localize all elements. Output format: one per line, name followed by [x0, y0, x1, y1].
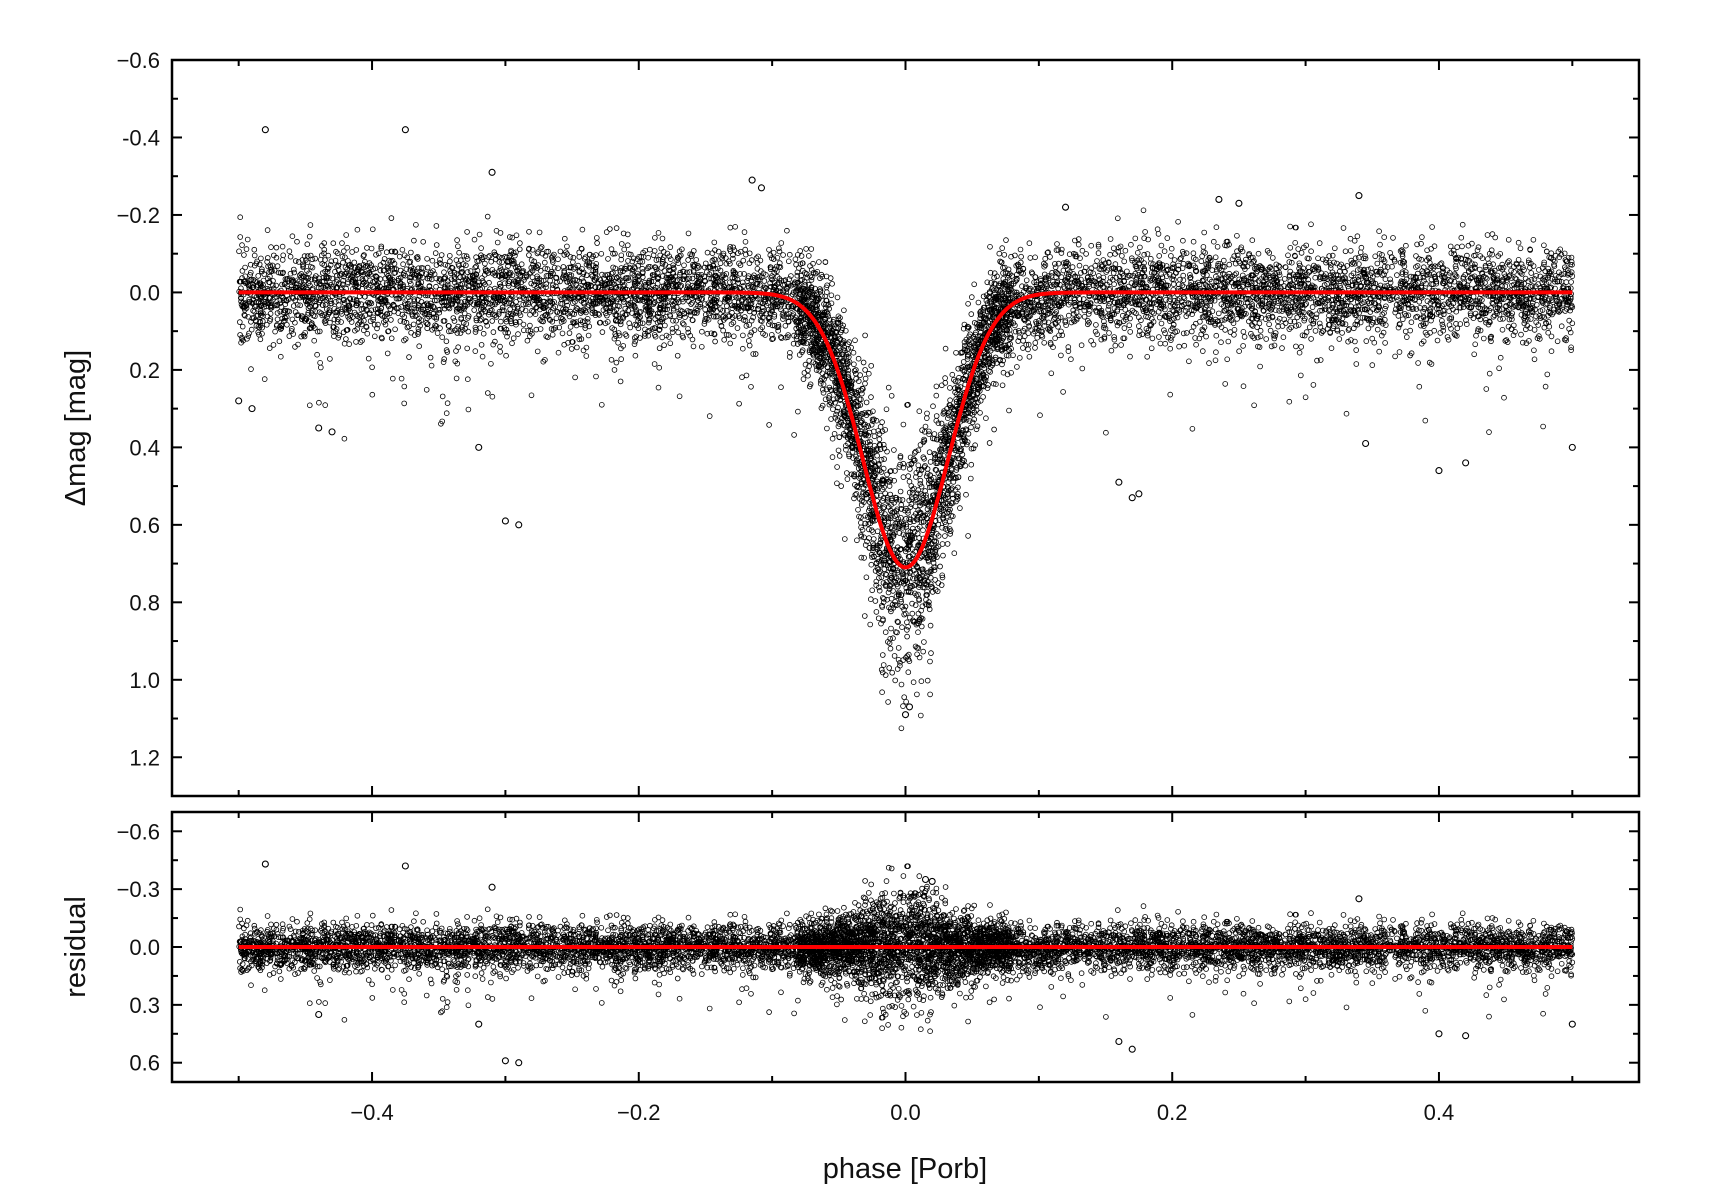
- light-curve-outlier: [1061, 203, 1070, 211]
- y-tick-label: −0.6: [117, 48, 160, 73]
- y-tick-label: −0.3: [117, 877, 160, 902]
- residual-ticks: [172, 812, 1639, 1082]
- residual-outlier: [401, 862, 409, 870]
- residual-scatter: [236, 860, 1576, 1067]
- residual-y-axis-title: residual: [60, 896, 92, 998]
- x-tick-label: −0.4: [350, 1100, 393, 1125]
- residual-outlier: [488, 883, 496, 891]
- residual-outlier: [315, 1010, 323, 1019]
- residual-outlier: [1435, 1030, 1443, 1038]
- y-tick-label: 0.8: [129, 590, 160, 615]
- residual-outlier: [501, 1057, 509, 1065]
- residual-outlier: [1462, 1032, 1470, 1040]
- light-curve-outlier: [1568, 443, 1576, 451]
- residual-outlier: [928, 877, 936, 885]
- y-tick-label: 0.6: [129, 513, 160, 538]
- light-curve-outlier: [328, 428, 336, 436]
- light-curve-outlier: [401, 126, 409, 134]
- residual-outlier: [1128, 1045, 1136, 1053]
- light-curve-outlier: [248, 405, 256, 413]
- light-curve-ticks: [172, 59, 1639, 796]
- light-curve-outlier: [1135, 490, 1143, 498]
- y-tick-label: 0.0: [129, 935, 160, 960]
- light-curve-outlier: [515, 521, 523, 529]
- light-curve-outlier: [901, 711, 910, 719]
- x-tick-label: 0.2: [1157, 1100, 1188, 1125]
- y-tick-label: 0.4: [129, 435, 160, 460]
- x-tick-label: 0.4: [1424, 1100, 1455, 1125]
- light-curve-outlier: [1362, 439, 1370, 448]
- residual-outlier: [1568, 1020, 1576, 1028]
- y-tick-label: 0.0: [129, 280, 160, 305]
- residual-outlier: [261, 860, 269, 868]
- light-curve-outlier: [1215, 195, 1223, 204]
- residual-y-tick-labels: −0.6 −0.3 0.0 0.3 0.6: [117, 819, 160, 1075]
- light-curve-outlier: [748, 176, 756, 184]
- light-curve-outlier: [1128, 494, 1136, 502]
- residual-outlier: [1355, 895, 1363, 903]
- residual-panel: −0.6 −0.3 0.0 0.3 0.6 −0.4 −0.2 0.0 0.2 0.4 resi…: [60, 810, 1641, 1185]
- x-axis-title: phase [Porb]: [823, 1153, 987, 1185]
- light-curve-y-axis-title: Δmag [mag]: [60, 350, 92, 506]
- y-tick-label: 0.6: [129, 1051, 160, 1076]
- y-tick-label: −0.6: [117, 819, 160, 844]
- y-tick-label: 1.0: [129, 668, 160, 693]
- light-curve-outlier: [905, 703, 914, 711]
- light-curve-outlier: [261, 126, 269, 134]
- light-curve-outlier: [1355, 192, 1363, 200]
- y-tick-label: −0.2: [117, 203, 160, 228]
- light-curve-outlier: [315, 424, 323, 432]
- x-tick-label: 0.0: [890, 1100, 921, 1125]
- y-tick-label: -0.4: [122, 125, 160, 150]
- y-tick-label: 0.3: [129, 993, 160, 1018]
- light-curve-outlier: [1115, 478, 1123, 486]
- y-tick-label: 1.2: [129, 745, 160, 770]
- residual-outlier: [515, 1059, 523, 1067]
- light-curve-outlier: [235, 397, 243, 405]
- x-tick-labels: −0.4 −0.2 0.0 0.2 0.4: [350, 1100, 1454, 1125]
- residual-outlier: [475, 1020, 483, 1028]
- light-curve-outlier: [501, 517, 509, 525]
- residual-outlier: [921, 875, 930, 884]
- light-curve-model: [238, 290, 1573, 570]
- x-tick-label: −0.2: [617, 1100, 660, 1125]
- light-curve-outlier: [475, 443, 483, 451]
- light-curve-outlier: [1435, 467, 1443, 475]
- light-curve-outlier: [1462, 459, 1470, 467]
- light-curve-panel: −0.6 -0.4 −0.2 0.0 0.2 0.4 0.6 0.8 1.0 1.2 Δmag […: [60, 48, 1641, 798]
- y-tick-label: 0.2: [129, 358, 160, 383]
- light-curve-outlier: [488, 168, 496, 176]
- light-curve-outlier: [757, 184, 766, 192]
- residual-points: [236, 863, 1576, 1034]
- eclipse-model-line: [238, 290, 1573, 570]
- residual-outlier: [1115, 1037, 1123, 1046]
- light-curve-outlier: [1235, 199, 1243, 207]
- light-curve-y-tick-labels: −0.6 -0.4 −0.2 0.0 0.2 0.4 0.6 0.8 1.0 1.2: [117, 48, 160, 770]
